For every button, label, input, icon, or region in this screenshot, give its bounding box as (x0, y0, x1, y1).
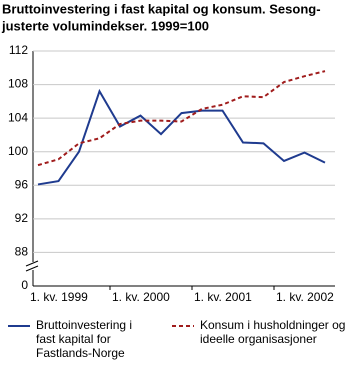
legend-label: fast kapital for (36, 332, 111, 346)
legend-label: Fastlands-Norge (36, 346, 125, 360)
chart-title: Bruttoinvestering i fast kapital og kons… (2, 1, 321, 16)
y-tick-label: 108 (8, 77, 28, 91)
y-tick-label: 96 (15, 177, 29, 191)
series-line (37, 70, 326, 167)
legend-label: ideelle organisasjoner (200, 332, 317, 346)
axis-break-gap (26, 262, 40, 270)
y-tick-label: 100 (8, 144, 28, 158)
x-tick-label: 1. kv. 2001 (194, 290, 252, 304)
axis-break (25, 265, 39, 272)
y-tick-label: 112 (9, 43, 28, 57)
y-tick-label: 92 (15, 211, 29, 225)
x-tick-label: 1. kv. 2002 (276, 290, 334, 304)
axis-break (25, 260, 39, 267)
legend-label: Bruttoinvestering i (36, 318, 132, 332)
x-tick-label: 1. kv. 1999 (30, 290, 88, 304)
y-tick-label: 88 (15, 245, 29, 259)
x-tick-label: 1. kv. 2000 (112, 290, 170, 304)
chart-title: justerte volumindekser. 1999=100 (1, 18, 209, 33)
y-tick-label: 0 (21, 278, 28, 292)
y-tick-label: 104 (8, 110, 28, 124)
legend-label: Konsum i husholdninger og (200, 318, 345, 332)
series-line (37, 88, 326, 186)
